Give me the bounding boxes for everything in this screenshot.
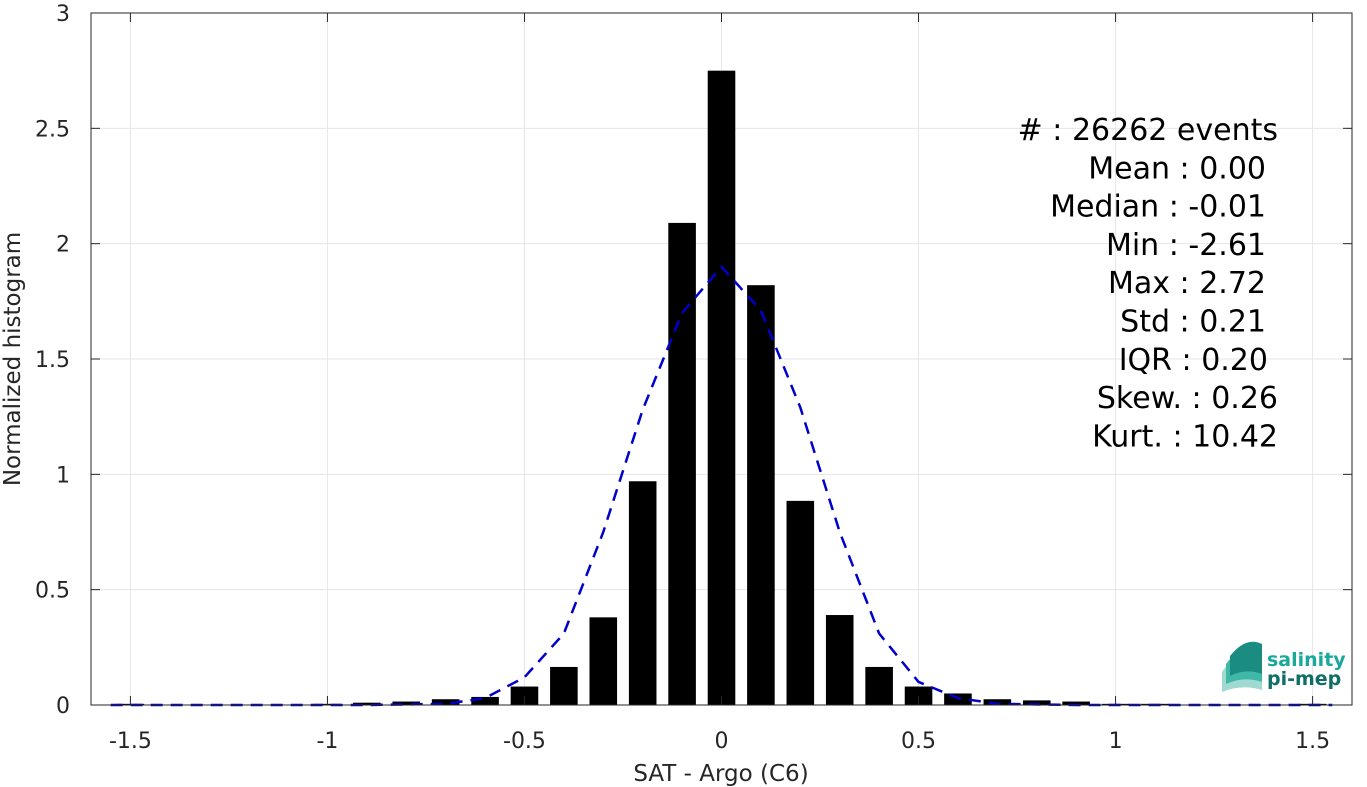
logo-text-salinity: salinity	[1267, 649, 1346, 671]
y-tick-labels: 0 0.5 1 1.5 2 2.5 3	[35, 2, 70, 719]
logo-text-pi-mep: pi-mep	[1267, 668, 1341, 690]
stat-line-4: Max : 2.72	[1108, 266, 1266, 301]
bar-series	[116, 70, 1327, 706]
stat-line-0: # : 26262 events	[1018, 113, 1278, 148]
x-tick-labels: -1.5 -1 -0.5 0 0.5 1 1.5	[109, 729, 1330, 754]
salinity-pi-mep-logo: salinity pi-mep	[1222, 641, 1346, 692]
x-tick-label: 0.5	[901, 729, 936, 754]
x-axis-label: SAT - Argo (C6)	[633, 761, 808, 787]
y-tick-label: 0.5	[35, 579, 70, 604]
y-tick-label: 0	[56, 694, 70, 719]
y-tick-label: 1.5	[35, 348, 70, 373]
bar-16	[904, 686, 933, 705]
x-tick-label: -1.5	[109, 729, 152, 754]
bar-19	[1022, 700, 1051, 705]
bar-4	[431, 699, 460, 705]
stat-line-5: Std : 0.21	[1120, 305, 1266, 340]
y-tick-label: 3	[56, 2, 70, 27]
y-tick-label: 1	[56, 463, 70, 488]
y-tick-label: 2	[56, 233, 70, 258]
stat-line-2: Median : -0.01	[1050, 190, 1266, 225]
bar-18	[983, 699, 1012, 705]
bar-10	[668, 222, 696, 705]
stat-line-7: Skew. : 0.26	[1097, 381, 1278, 416]
stat-line-1: Mean : 0.00	[1088, 151, 1266, 186]
bar-15	[865, 666, 893, 705]
bar-3	[392, 701, 421, 705]
y-tick-label: 2.5	[35, 117, 70, 142]
fit-curve-line	[110, 264, 1333, 707]
logo-wave-icon	[1222, 641, 1262, 692]
bar-11	[707, 70, 736, 705]
bar-7	[550, 666, 578, 705]
y-axis-label: Normalized histogram	[0, 232, 26, 486]
bar-14	[825, 615, 854, 705]
bar-8	[589, 617, 618, 705]
bar-9	[628, 481, 657, 705]
bar-5	[471, 696, 499, 705]
x-tick-label: 0	[715, 729, 729, 754]
axis-ticks	[91, 12, 1352, 706]
x-tick-label: 1	[1109, 729, 1123, 754]
bar-13	[786, 500, 815, 705]
x-tick-label: -0.5	[503, 729, 546, 754]
bar-12	[747, 285, 775, 705]
bar-6	[510, 686, 539, 705]
bar-2	[353, 702, 381, 705]
x-tick-label: 1.5	[1295, 729, 1330, 754]
stat-line-6: IQR : 0.20	[1119, 343, 1268, 378]
bar-20	[1062, 701, 1090, 705]
x-tick-label: -1	[316, 729, 338, 754]
stat-line-3: Min : -2.61	[1106, 228, 1266, 263]
stat-line-8: Kurt. : 10.42	[1092, 419, 1278, 454]
